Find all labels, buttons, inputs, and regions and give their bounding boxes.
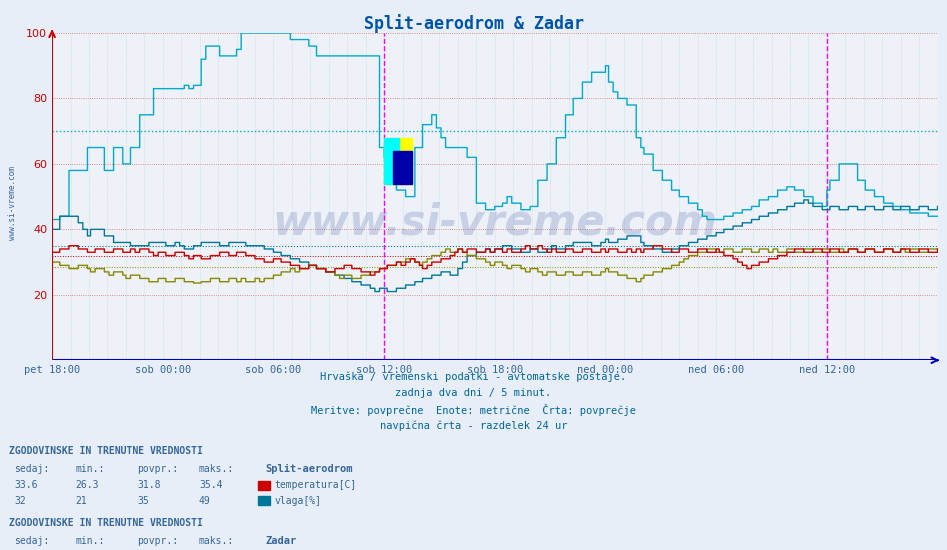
Text: sedaj:: sedaj: bbox=[14, 536, 49, 546]
Text: povpr.:: povpr.: bbox=[137, 536, 178, 546]
FancyBboxPatch shape bbox=[393, 151, 412, 184]
Text: 26.3: 26.3 bbox=[76, 480, 99, 491]
Text: povpr.:: povpr.: bbox=[137, 464, 178, 474]
Text: maks.:: maks.: bbox=[199, 536, 234, 546]
Text: min.:: min.: bbox=[76, 536, 105, 546]
Text: temperatura[C]: temperatura[C] bbox=[275, 480, 357, 491]
Text: 35: 35 bbox=[137, 496, 149, 506]
Text: maks.:: maks.: bbox=[199, 464, 234, 474]
Text: 32: 32 bbox=[14, 496, 26, 506]
Text: 35.4: 35.4 bbox=[199, 480, 223, 491]
Text: sedaj:: sedaj: bbox=[14, 464, 49, 474]
Text: www.si-vreme.com: www.si-vreme.com bbox=[273, 202, 717, 244]
Text: ZGODOVINSKE IN TRENUTNE VREDNOSTI: ZGODOVINSKE IN TRENUTNE VREDNOSTI bbox=[9, 446, 204, 456]
Text: www.si-vreme.com: www.si-vreme.com bbox=[8, 167, 17, 240]
Text: 33.6: 33.6 bbox=[14, 480, 38, 491]
Text: Zadar: Zadar bbox=[265, 536, 296, 546]
Text: 21: 21 bbox=[76, 496, 87, 506]
Text: ZGODOVINSKE IN TRENUTNE VREDNOSTI: ZGODOVINSKE IN TRENUTNE VREDNOSTI bbox=[9, 518, 204, 528]
Text: 49: 49 bbox=[199, 496, 210, 506]
Text: Split-aerodrom & Zadar: Split-aerodrom & Zadar bbox=[364, 14, 583, 33]
Text: Split-aerodrom: Split-aerodrom bbox=[265, 464, 352, 474]
Text: Hrvaška / vremenski podatki - avtomatske postaje.: Hrvaška / vremenski podatki - avtomatske… bbox=[320, 371, 627, 382]
Text: navpična črta - razdelek 24 ur: navpična črta - razdelek 24 ur bbox=[380, 421, 567, 431]
Text: Meritve: povprečne  Enote: metrične  Črta: povprečje: Meritve: povprečne Enote: metrične Črta:… bbox=[311, 404, 636, 416]
Text: 31.8: 31.8 bbox=[137, 480, 161, 491]
Text: zadnja dva dni / 5 minut.: zadnja dva dni / 5 minut. bbox=[396, 388, 551, 398]
FancyBboxPatch shape bbox=[384, 138, 400, 184]
Text: vlaga[%]: vlaga[%] bbox=[275, 496, 322, 506]
Text: min.:: min.: bbox=[76, 464, 105, 474]
FancyBboxPatch shape bbox=[384, 138, 412, 184]
